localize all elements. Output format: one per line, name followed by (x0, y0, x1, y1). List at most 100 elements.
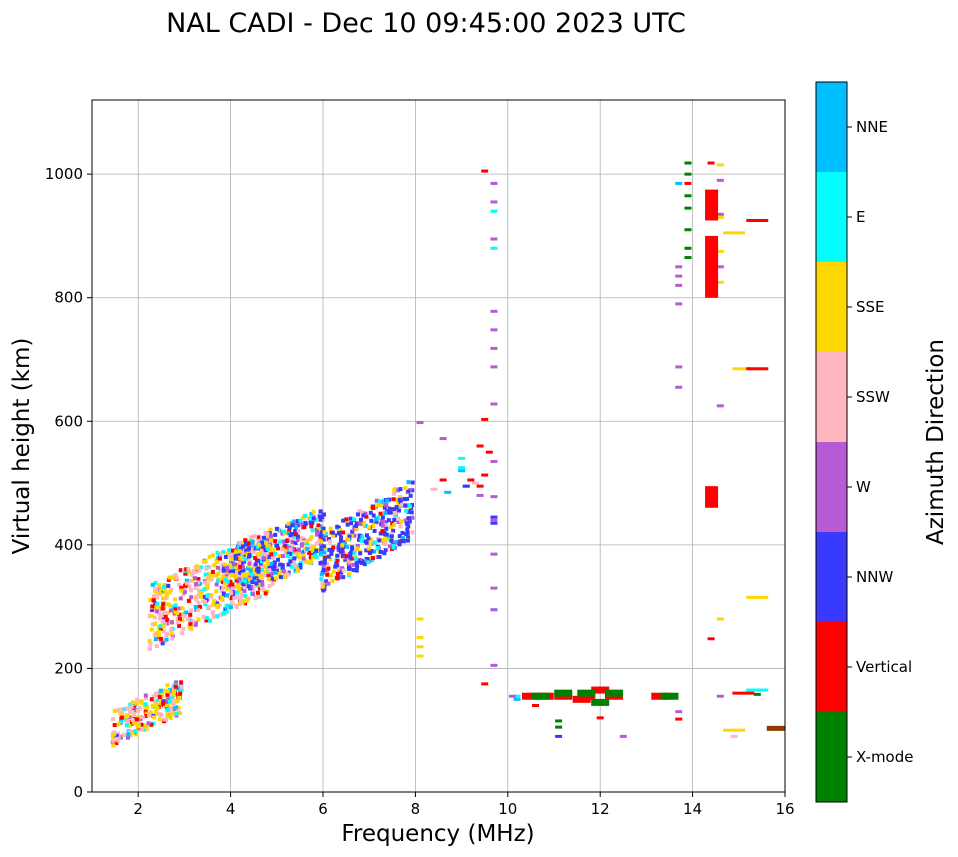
echo-cloud-mark (158, 626, 163, 631)
echo-cloud-mark (169, 712, 174, 717)
echo-mark-vertical (481, 417, 489, 421)
echo-cloud-mark (163, 610, 168, 615)
echo-cloud-mark (319, 577, 324, 582)
echo-cloud-mark (285, 538, 290, 543)
echo-mark-w (490, 663, 498, 667)
echo-cloud-mark (270, 571, 275, 576)
echo-cloud-mark (254, 581, 259, 586)
echo-cloud-mark (158, 613, 163, 618)
echo-cloud-mark (355, 564, 360, 569)
echo-cloud-mark (118, 707, 123, 712)
echo-cloud-mark (340, 543, 345, 548)
echo-cloud-mark (368, 537, 373, 542)
echo-cloud-mark (159, 713, 164, 718)
echo-cloud-mark (335, 524, 340, 529)
echo-cloud-mark (401, 538, 406, 543)
echo-cloud-mark (405, 527, 410, 532)
echo-cloud-mark (251, 546, 256, 551)
echo-cloud-mark (347, 534, 352, 539)
echo-cloud-mark (243, 538, 248, 543)
echo-cloud-mark (143, 705, 148, 710)
echo-cloud-mark (177, 582, 182, 587)
echo-cloud-mark (348, 551, 353, 556)
echo-cloud-mark (130, 700, 135, 705)
echo-cloud-mark (187, 584, 192, 589)
echo-cloud-mark (238, 570, 243, 575)
echo-cloud-mark (319, 539, 324, 544)
echo-cloud-mark (266, 576, 271, 581)
echo-cloud-mark (339, 548, 344, 553)
colorbar-tick-label: Vertical (856, 658, 912, 676)
echo-cloud-mark (151, 598, 156, 603)
echo-cloud-mark (148, 710, 153, 715)
colorbar-tick-label: W (856, 478, 871, 496)
echo-cloud-mark (391, 543, 396, 548)
echo-cloud-mark (267, 568, 272, 573)
echo-cloud-mark (376, 515, 381, 520)
echo-cloud-mark (410, 515, 415, 520)
echo-cloud-mark (224, 585, 229, 590)
echo-cloud-mark (380, 512, 385, 517)
echo-cloud-mark (383, 548, 388, 553)
echo-cloud-mark (177, 616, 182, 621)
echo-cloud-mark (164, 702, 169, 707)
echo-cloud-mark (392, 488, 397, 493)
echo-cloud-mark (161, 584, 166, 589)
echo-cloud-mark (228, 582, 233, 587)
echo-mark-w (675, 283, 683, 287)
echo-mark-vertical (532, 704, 540, 707)
echo-cloud-mark (178, 568, 183, 573)
echo-cloud-mark (309, 559, 314, 564)
echo-cloud-mark (210, 553, 215, 558)
echo-cloud-mark (221, 585, 226, 590)
echo-cloud-mark (162, 717, 167, 722)
echo-cloud-mark (168, 608, 173, 613)
echo-cloud-mark (320, 584, 325, 589)
echo-cloud-mark (146, 721, 151, 726)
echo-cloud-mark (378, 503, 383, 508)
echo-cloud-mark (241, 544, 246, 549)
echo-cloud-mark (347, 566, 352, 571)
echo-mark-nne (675, 181, 683, 185)
echo-cloud-mark (287, 528, 292, 533)
echo-cloud-mark (190, 572, 195, 577)
echo-mark-brown (766, 725, 785, 731)
echo-cloud-mark (319, 545, 324, 550)
echo-cloud-mark (265, 537, 270, 542)
vertical-echo-block (705, 189, 719, 221)
echo-mark-vertical (481, 169, 489, 173)
echo-cloud-mark (254, 595, 259, 600)
echo-cloud-mark (256, 552, 261, 557)
echo-cloud-mark (272, 564, 277, 569)
chart-title: NAL CADI - Dec 10 09:45:00 2023 UTC (166, 8, 686, 39)
y-tick-label: 800 (54, 289, 83, 307)
echo-cloud-mark (298, 518, 303, 523)
echo-cloud-mark (394, 505, 399, 510)
echo-cloud-mark (157, 616, 162, 621)
echo-cloud-mark (243, 573, 248, 578)
echo-cloud-mark (380, 515, 385, 520)
echo-mark-x-mode (531, 692, 550, 700)
echo-cloud-mark (188, 619, 193, 624)
echo-cloud-mark (238, 540, 243, 545)
colorbar-tick-label: NNE (856, 118, 888, 136)
echo-cloud-mark (247, 563, 252, 568)
echo-mark-x-mode (577, 689, 596, 697)
echo-cloud-mark (238, 546, 243, 551)
echo-cloud-mark (215, 565, 220, 570)
echo-cloud-mark (351, 562, 356, 567)
echo-mark-x-mode (554, 689, 573, 697)
echo-mark-e (458, 456, 466, 460)
echo-mark-nnw (490, 515, 498, 519)
echo-cloud-mark (157, 608, 162, 613)
echo-cloud-mark (284, 570, 289, 575)
echo-cloud-mark (160, 692, 165, 697)
echo-cloud-mark (288, 559, 293, 564)
echo-cloud-mark (139, 722, 144, 727)
echo-mark-w (490, 200, 498, 204)
echo-cloud-mark (319, 530, 324, 535)
echo-mark-sse (723, 728, 746, 732)
echo-cloud-mark (267, 565, 272, 570)
echo-cloud-mark (231, 573, 236, 578)
echo-cloud-mark (369, 548, 374, 553)
